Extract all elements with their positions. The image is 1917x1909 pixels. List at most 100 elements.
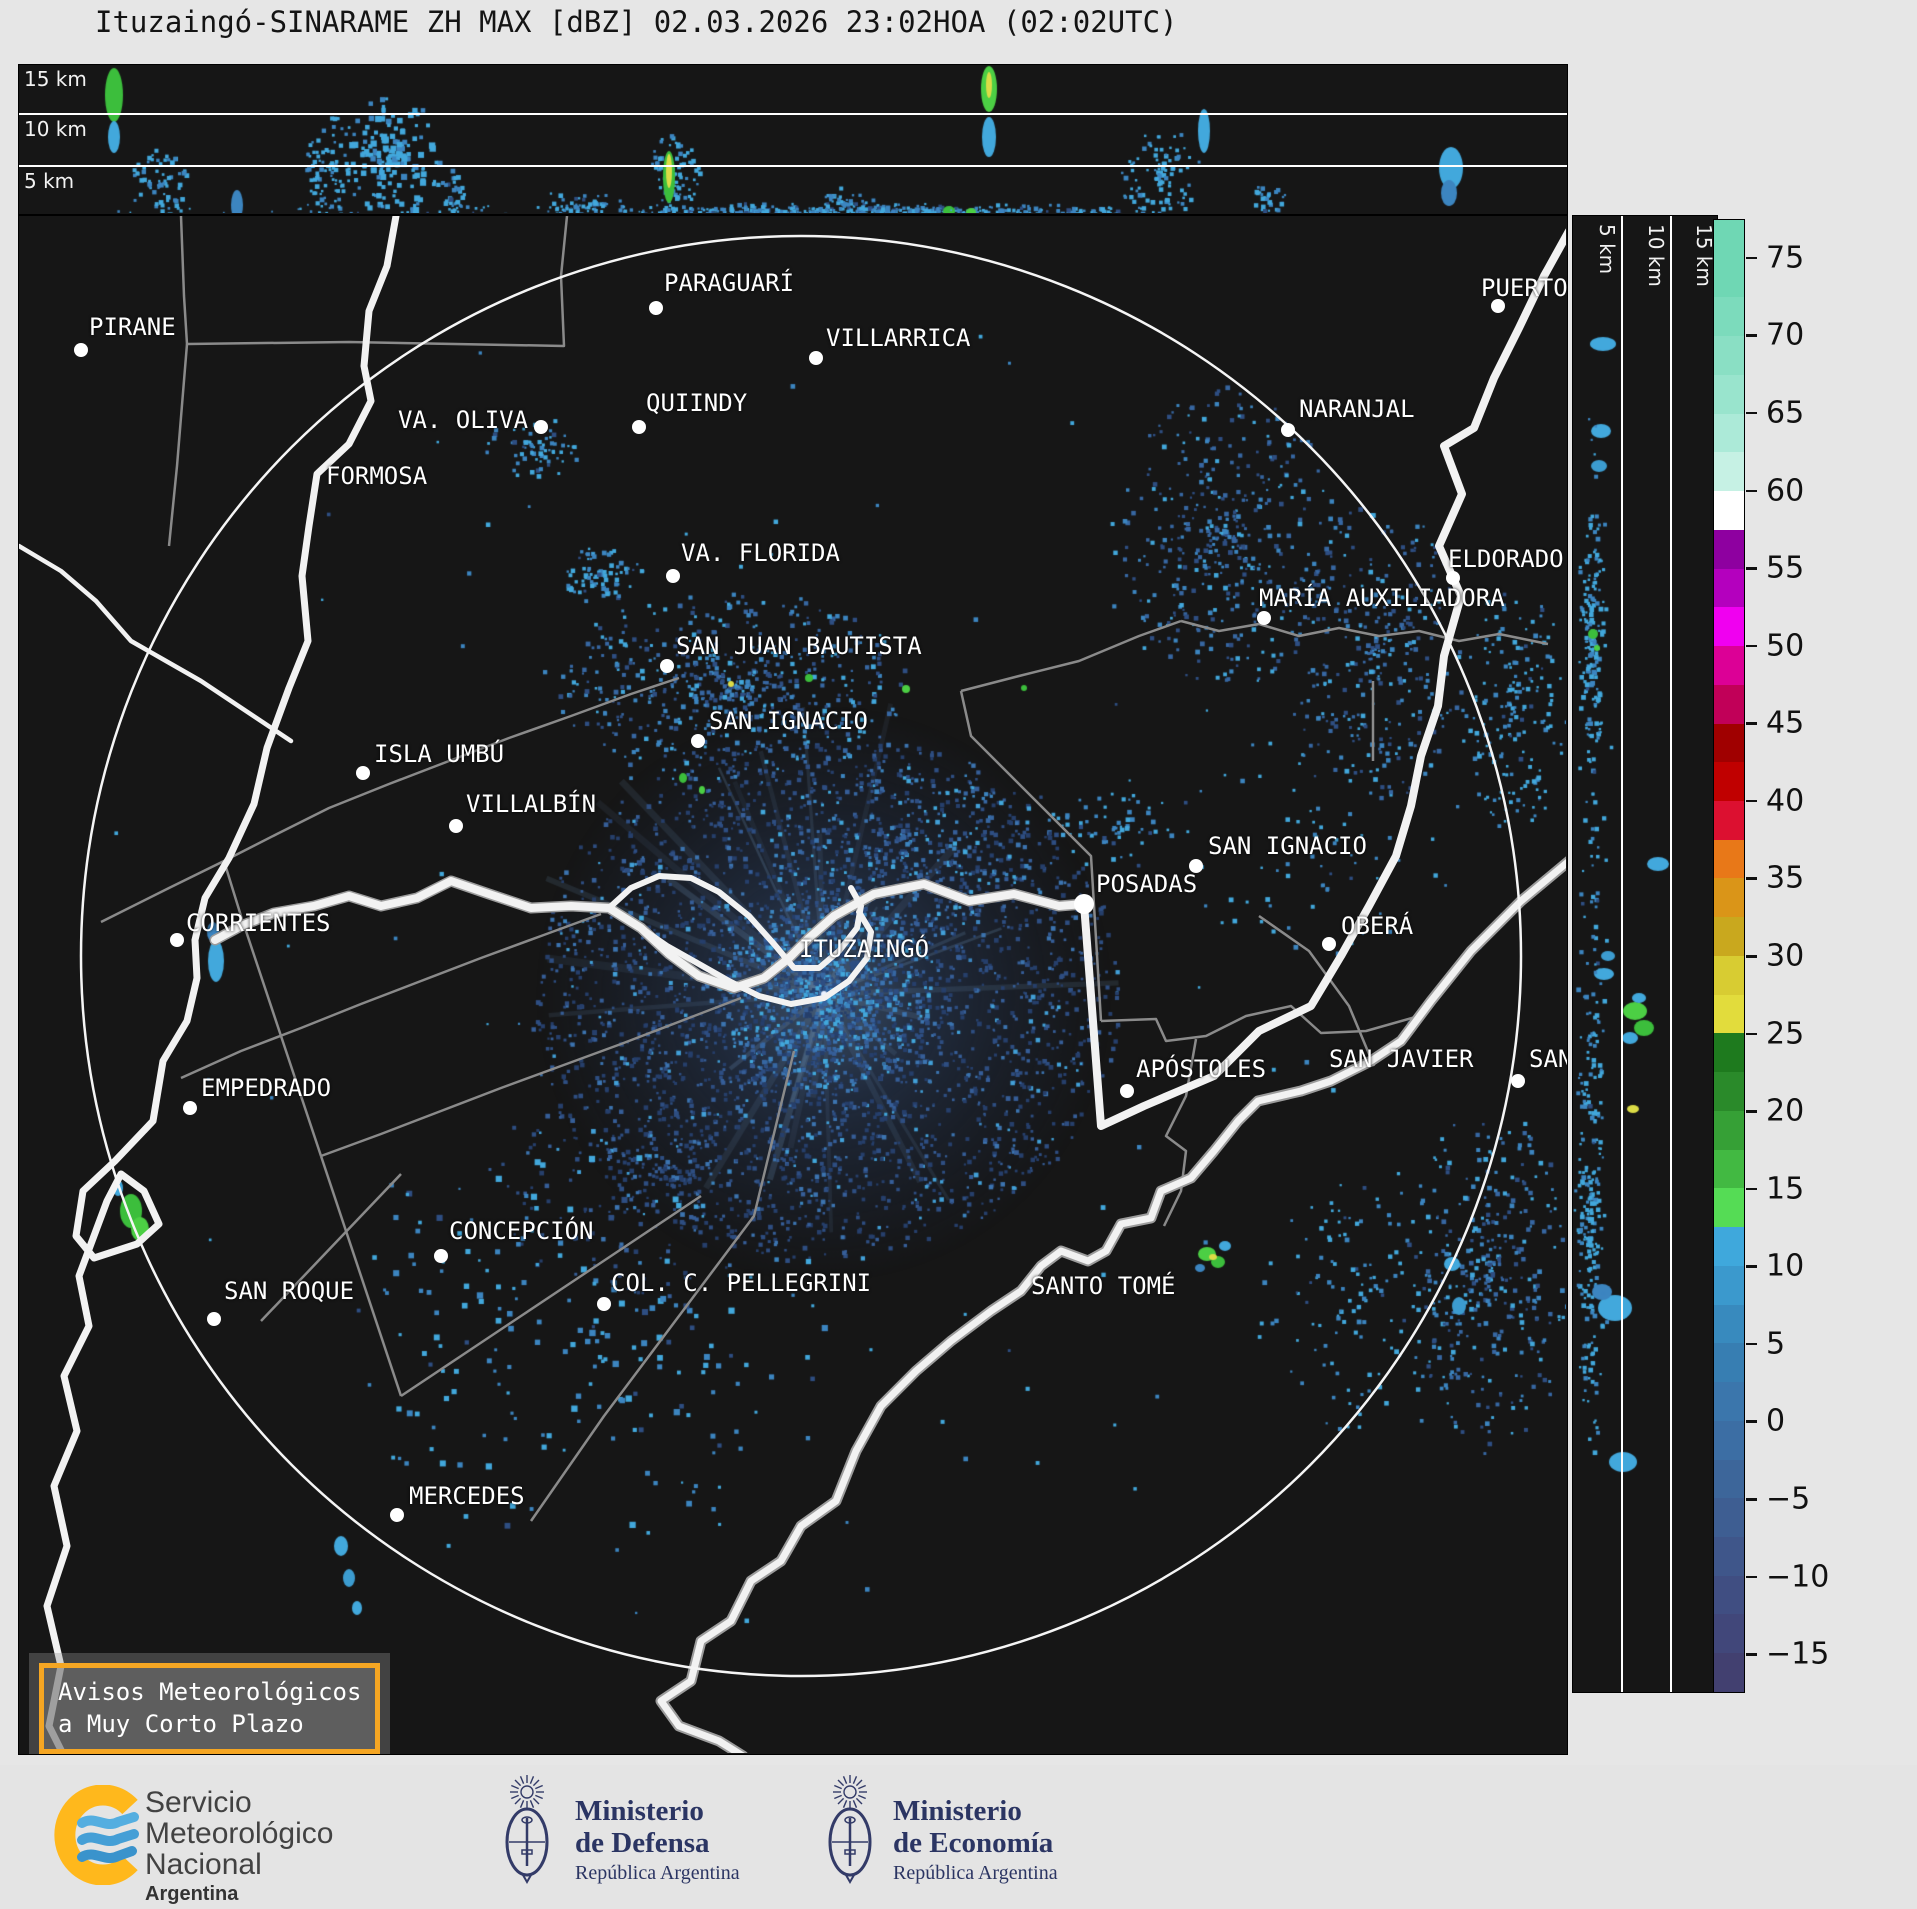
colorbar-tick-label: 0 <box>1766 1403 1786 1439</box>
colorbar-tick-label: 60 <box>1766 473 1805 509</box>
colorbar-segment <box>1714 1227 1744 1266</box>
colorbar-segment <box>1714 878 1744 918</box>
city-label-col-c-pellegrini: COL. C. PELLEGRINI <box>611 1269 872 1297</box>
altitude-label-10km: 10 km <box>24 117 87 141</box>
city-dot <box>597 1297 611 1311</box>
dbz-colorbar-axis: 75 70 65 60 55 50 45 40 35 30 25 20 15 10 5 0 −5 −10 −15 <box>1746 219 1906 1693</box>
city-label-eldorado: ELDORADO <box>1448 545 1564 573</box>
city-label-quiindy: QUIINDY <box>646 389 748 417</box>
colorbar-segment <box>1714 607 1744 647</box>
defensa-line-2: de Defensa <box>575 1827 710 1860</box>
colorbar-segment <box>1714 1265 1744 1305</box>
city-dot <box>74 343 88 357</box>
side-cross-section-panel: 5 km 10 km 15 km <box>1572 215 1718 1693</box>
city-dot <box>691 734 705 748</box>
colorbar-tick <box>1746 1187 1757 1191</box>
city-dot <box>1511 1074 1525 1088</box>
smn-line-2: Meteorológico <box>145 1817 334 1851</box>
colorbar-segment <box>1714 723 1744 763</box>
city-label-mercedes: MERCEDES <box>409 1482 525 1510</box>
ministry-economia: Ministerio de Economía República Argenti… <box>893 1795 1058 1885</box>
colorbar-tick <box>1746 1420 1757 1423</box>
city-dot <box>170 933 184 947</box>
city-dot <box>1446 571 1460 585</box>
colorbar-segment <box>1714 762 1744 802</box>
colorbar-tick <box>1746 1110 1757 1113</box>
colorbar-tick <box>1746 1575 1757 1579</box>
city-dot <box>1281 423 1295 437</box>
map-vector-layer <box>19 216 1566 1753</box>
city-label-san-javier: SAN JAVIER <box>1329 1045 1474 1073</box>
city-dot <box>1189 859 1203 873</box>
colorbar-tick-label: −15 <box>1766 1636 1830 1672</box>
smn-logo <box>54 1785 139 1885</box>
city-dot <box>1074 894 1094 914</box>
top-cross-section-echoes <box>19 65 1566 213</box>
colorbar-tick <box>1746 411 1757 415</box>
warning-line-1: Avisos Meteorológicos <box>58 1678 362 1706</box>
colorbar-segment <box>1714 336 1744 375</box>
city-dot <box>1257 611 1271 625</box>
city-label-villalb-n: VILLALBÍN <box>466 790 597 818</box>
top-cross-section-panel: 15 km 10 km 5 km <box>18 64 1568 215</box>
colorbar-segment <box>1714 1304 1744 1344</box>
radar-map: PIRANE PARAGUARÍ VILLARRICA QUIINDY VA. OLIV… <box>18 215 1568 1755</box>
colorbar-segment <box>1714 568 1744 608</box>
range-ring <box>79 234 1523 1678</box>
altitude-label-10km-v: 10 km <box>1644 224 1668 287</box>
city-label-va-florida: VA. FLORIDA <box>681 539 840 567</box>
city-label-isla-umb-: ISLA UMBÚ <box>374 740 505 768</box>
city-label-pirane: PIRANE <box>89 313 176 341</box>
colorbar-tick <box>1746 644 1757 648</box>
colorbar-tick-label: 70 <box>1766 317 1805 353</box>
colorbar-segment <box>1714 297 1744 337</box>
colorbar-tick-label: 65 <box>1766 395 1805 431</box>
colorbar-tick-label: −10 <box>1766 1559 1830 1595</box>
city-label-san-roque: SAN ROQUE <box>224 1277 355 1305</box>
city-label-ober-: OBERÁ <box>1341 912 1414 940</box>
colorbar-segment <box>1714 1072 1744 1111</box>
economia-line-1: Ministerio <box>893 1795 1022 1827</box>
colorbar-tick <box>1746 955 1757 958</box>
colorbar-segment <box>1714 529 1744 569</box>
smn-name: Servicio Meteorológico Nacional Argentin… <box>145 1787 333 1904</box>
city-dot <box>660 659 674 673</box>
colorbar-tick <box>1746 877 1757 880</box>
rivers <box>19 216 1566 1753</box>
colorbar-segment <box>1714 1382 1744 1421</box>
city-label-san-ignacio: SAN IGNACIO <box>709 707 868 735</box>
colorbar-segment <box>1714 1343 1744 1383</box>
city-label-posadas: POSADAS <box>1096 870 1198 898</box>
city-dot <box>183 1101 197 1115</box>
altitude-label-5km-v: 5 km <box>1595 224 1619 275</box>
city-label-formosa: FORMOSA <box>326 462 428 490</box>
colorbar-tick <box>1746 1653 1757 1656</box>
city-label-concepci-n: CONCEPCIÓN <box>449 1217 594 1245</box>
altitude-line-5km-v <box>1621 216 1623 1692</box>
colorbar-tick-label: 25 <box>1766 1016 1805 1052</box>
altitude-label-15km-v: 15 km <box>1692 224 1716 287</box>
colorbar-segment <box>1714 1614 1744 1654</box>
city-label-empedrado: EMPEDRADO <box>201 1074 332 1102</box>
admin-boundaries <box>100 216 1549 1522</box>
radar-echo-layer <box>19 216 1566 1753</box>
economia-coat-of-arms <box>828 1775 872 1885</box>
colorbar-segment <box>1714 1188 1744 1228</box>
colorbar-tick-label: 20 <box>1766 1093 1805 1129</box>
city-dot <box>632 420 646 434</box>
colorbar-segment <box>1714 1459 1744 1499</box>
altitude-line-10km <box>19 113 1567 115</box>
colorbar-segment <box>1714 1110 1744 1150</box>
ministry-defensa: Ministerio de Defensa República Argentin… <box>575 1795 740 1885</box>
city-label-san-juan-bautista: SAN JUAN BAUTISTA <box>676 632 922 660</box>
colorbar-tick-label: 35 <box>1766 860 1805 896</box>
colorbar-segment <box>1714 839 1744 879</box>
warning-box-inner: Avisos Meteorológicos a Muy Corto Plazo <box>39 1663 381 1754</box>
smn-line-3: Nacional <box>145 1848 262 1882</box>
colorbar-segment <box>1714 258 1744 298</box>
colorbar-tick-label: 10 <box>1766 1248 1805 1284</box>
defensa-sub: República Argentina <box>575 1861 740 1884</box>
colorbar-segment <box>1714 646 1744 685</box>
colorbar-segment <box>1714 1420 1744 1460</box>
page-title: Ituzaingó-SINARAME ZH MAX [dBZ] 02.03.20… <box>95 5 1178 39</box>
